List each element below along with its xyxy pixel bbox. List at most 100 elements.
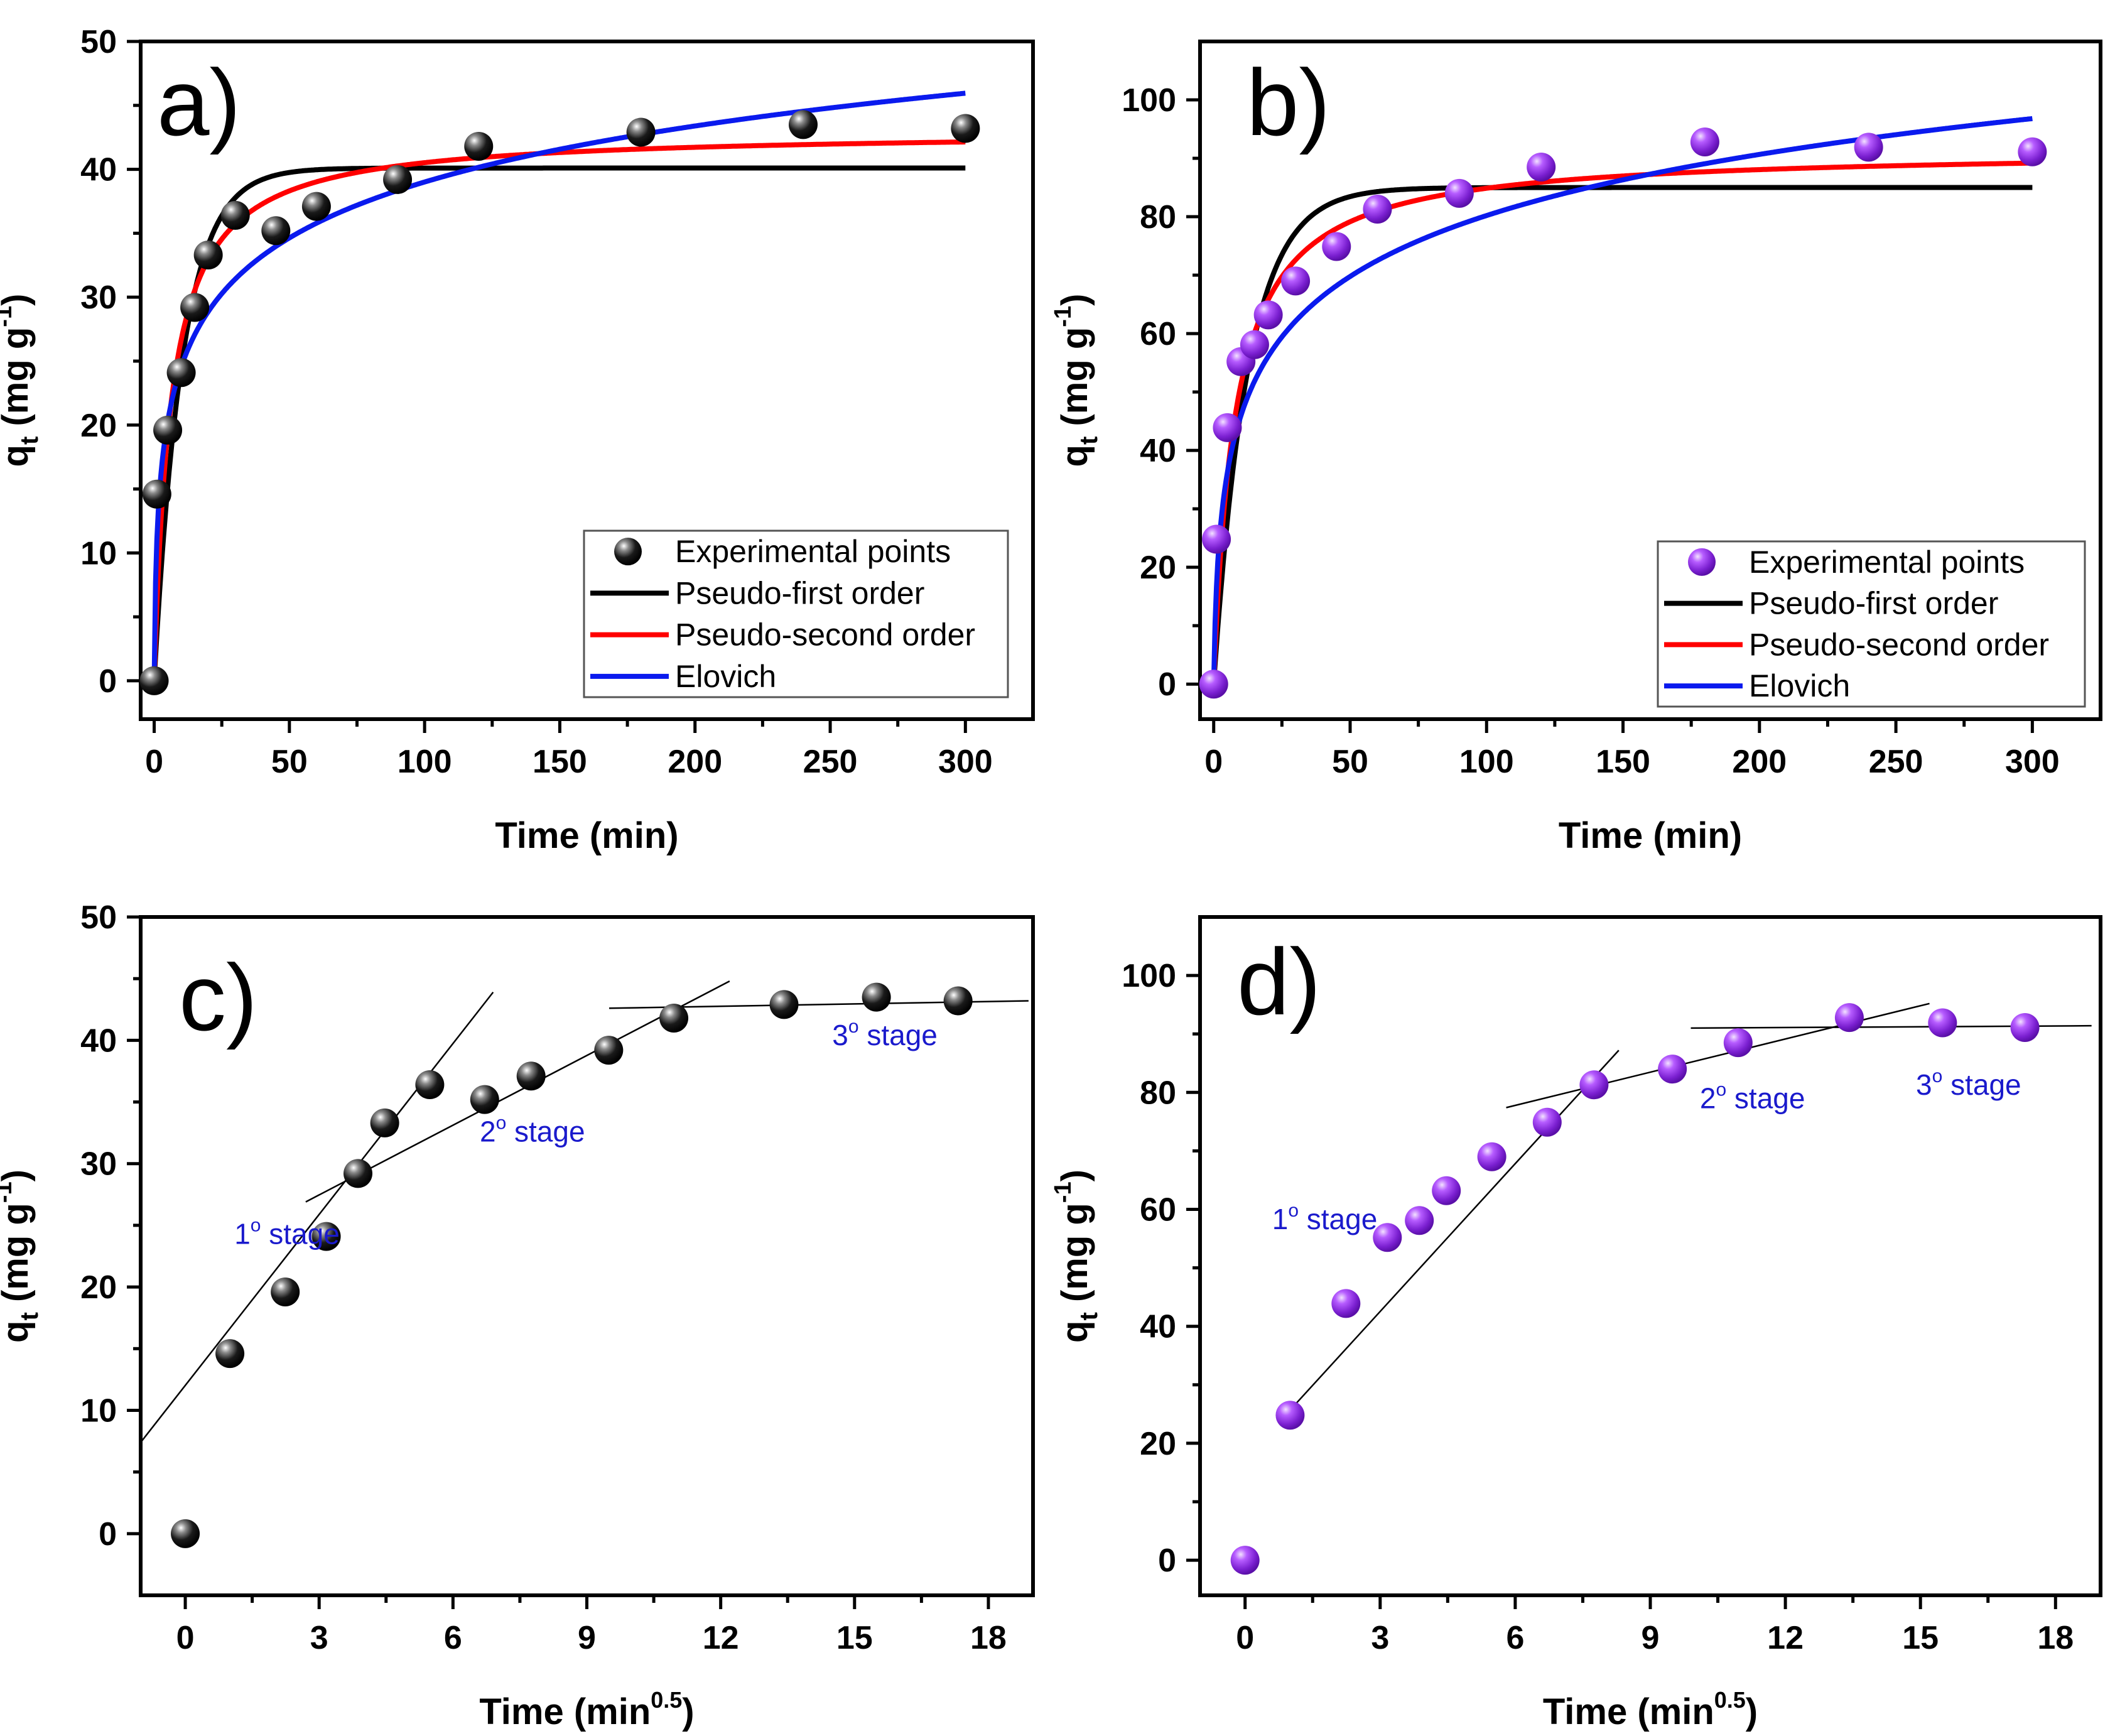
data-point [1432, 1176, 1461, 1205]
plot-frame [139, 40, 1035, 721]
y-tick-label: 20 [80, 1269, 117, 1306]
plot-area [151, 90, 967, 681]
data-point [383, 165, 413, 194]
data-point [1723, 1028, 1753, 1058]
data-point [1230, 1546, 1260, 1575]
data-point [370, 1108, 399, 1137]
model-curve-pso [151, 139, 967, 681]
x-axis-label: Time (min0.5) [1543, 1687, 1758, 1732]
y-axis-label: qt (mg g-1) [0, 294, 43, 467]
stage-label-2: 2o stage [1700, 1079, 1805, 1114]
data-point [415, 1070, 445, 1100]
data-point [862, 982, 891, 1012]
y-tick-label: 30 [80, 279, 117, 316]
stage-label-1: 1o stage [1272, 1200, 1378, 1235]
x-axis-label: Time (min) [495, 815, 678, 856]
stage-label-2: 2o stage [480, 1112, 585, 1147]
data-point [261, 216, 291, 246]
legend-box [1657, 540, 2086, 708]
x-tick-label: 0 [176, 1620, 195, 1656]
legend-label: Pseudo-second order [1749, 627, 2049, 662]
data-point [193, 240, 223, 269]
x-tick-label: 18 [970, 1620, 1007, 1656]
legend-label: Pseudo-first order [675, 575, 924, 610]
legend-label: Elovich [1749, 668, 1850, 703]
data-point [166, 358, 196, 388]
data-point [153, 415, 183, 445]
model-curve-elovich [151, 90, 967, 681]
data-point [1253, 300, 1283, 330]
x-tick-label: 9 [578, 1620, 596, 1656]
stage-line-1 [1280, 1050, 1620, 1421]
panel-label: a) [157, 50, 241, 155]
data-point [1532, 1107, 1562, 1137]
model-curve-pso [1211, 160, 2034, 685]
y-tick-label: 40 [80, 152, 117, 188]
y-tick-label: 20 [1140, 550, 1176, 586]
x-tick-label: 18 [2037, 1620, 2074, 1656]
y-tick-label: 30 [80, 1146, 117, 1183]
panel-label: d) [1237, 929, 1321, 1034]
legend-box [583, 529, 1009, 698]
plot-frame [1198, 915, 2102, 1597]
data-point [1444, 178, 1474, 208]
x-tick-label: 50 [271, 744, 308, 780]
chart-panel-b: 0 50 100 150 200 250 300 0 20 40 60 80 100 Time (min)… [1050, 40, 2102, 856]
data-point [1199, 670, 1228, 699]
x-tick-label: 200 [668, 744, 722, 780]
data-point [1834, 1003, 1864, 1033]
data-point [626, 117, 656, 147]
y-axis-label: qt (mg g-1) [0, 1169, 43, 1343]
y-tick-label: 20 [1140, 1426, 1176, 1462]
x-tick-label: 0 [1236, 1620, 1254, 1656]
x-tick-label: 15 [836, 1620, 873, 1656]
x-tick-label: 0 [145, 744, 163, 780]
x-tick-label: 6 [444, 1620, 462, 1656]
data-point [516, 1061, 546, 1091]
data-point [142, 479, 171, 509]
model-curve-elovich [1211, 116, 2034, 685]
data-point [220, 200, 250, 230]
x-tick-label: 200 [1732, 744, 1787, 780]
data-point [1405, 1206, 1434, 1235]
legend-label: Experimental points [675, 534, 951, 569]
x-tick-label: 300 [2005, 744, 2060, 780]
data-point [943, 986, 973, 1016]
x-tick-label: 12 [703, 1620, 739, 1656]
x-tick-label: 9 [1642, 1620, 1660, 1656]
data-point [951, 114, 980, 143]
chart-panel-d: 0 3 6 9 12 15 18 0 20 40 60 80 100 Time (min0.5) qt (m… [1050, 915, 2102, 1732]
data-point [594, 1036, 624, 1065]
y-axis-label: qt (mg g-1) [1050, 294, 1103, 467]
data-point [1579, 1070, 1609, 1100]
legend-marker [614, 538, 642, 566]
data-point [301, 192, 331, 221]
stage-label-1: 1o stage [234, 1215, 340, 1250]
x-tick-label: 3 [310, 1620, 328, 1656]
plot-area [1211, 116, 2034, 685]
data-point [1213, 413, 1242, 442]
y-tick-label: 60 [1140, 1192, 1176, 1229]
legend-label: Pseudo-second order [675, 617, 975, 653]
data-point [1527, 152, 1556, 182]
x-tick-label: 250 [1869, 744, 1923, 780]
data-point [1854, 133, 1883, 162]
y-tick-label: 0 [1158, 1543, 1176, 1579]
y-tick-label: 0 [99, 663, 117, 700]
stage-label-3: 3o stage [832, 1016, 938, 1051]
data-point [1928, 1008, 1957, 1038]
y-tick-label: 60 [1140, 316, 1176, 352]
x-tick-label: 250 [803, 744, 858, 780]
y-tick-label: 10 [80, 535, 117, 572]
x-tick-label: 12 [1767, 1620, 1804, 1656]
data-point [788, 110, 818, 139]
data-point [343, 1159, 373, 1188]
legend-label: Experimental points [1749, 545, 2025, 580]
x-tick-label: 0 [1204, 744, 1223, 780]
data-point [1281, 266, 1311, 296]
data-point [464, 131, 494, 161]
data-point [1363, 194, 1392, 224]
chart-panel-c: 0 3 6 9 12 15 18 0 10 20 30 40 50 Time (min0.5) qt (mg… [0, 899, 1035, 1732]
stage-label-3: 3o stage [1916, 1066, 2021, 1101]
